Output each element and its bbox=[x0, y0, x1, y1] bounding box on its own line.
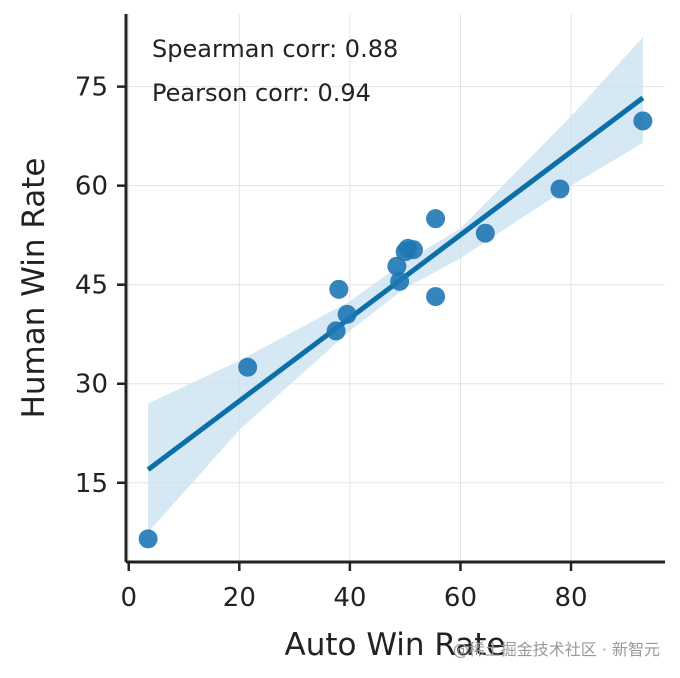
spearman-annotation: Spearman corr: 0.88 bbox=[152, 35, 398, 63]
data-point bbox=[633, 111, 653, 131]
data-point bbox=[138, 529, 158, 549]
x-tick-label: 40 bbox=[333, 583, 366, 613]
data-point bbox=[475, 223, 495, 243]
data-point bbox=[390, 271, 410, 291]
x-ticks: 0 20 40 60 80 bbox=[120, 562, 588, 613]
y-axis-title: Human Win Rate bbox=[16, 158, 52, 419]
y-tick-label: 15 bbox=[75, 469, 108, 499]
data-points bbox=[138, 111, 653, 549]
data-point bbox=[238, 357, 258, 377]
pearson-annotation: Pearson corr: 0.94 bbox=[152, 79, 371, 107]
x-axis-title: Auto Win Rate bbox=[285, 627, 506, 663]
x-tick-label: 80 bbox=[554, 583, 587, 613]
data-point bbox=[550, 179, 570, 199]
data-point bbox=[326, 321, 346, 341]
data-point bbox=[387, 256, 407, 276]
data-point bbox=[403, 240, 423, 260]
data-point bbox=[426, 209, 446, 229]
y-tick-label: 45 bbox=[75, 271, 108, 301]
data-point bbox=[426, 287, 446, 307]
data-point bbox=[337, 304, 357, 324]
x-tick-label: 0 bbox=[120, 583, 137, 613]
y-ticks: 15 30 45 60 75 bbox=[75, 73, 126, 499]
watermark: @稀土掘金技术社区 · 新智元 bbox=[452, 640, 660, 659]
x-tick-label: 60 bbox=[444, 583, 477, 613]
y-tick-label: 30 bbox=[75, 370, 108, 400]
y-tick-label: 75 bbox=[75, 73, 108, 103]
x-tick-label: 20 bbox=[223, 583, 256, 613]
y-tick-label: 60 bbox=[75, 172, 108, 202]
data-point bbox=[329, 279, 349, 299]
